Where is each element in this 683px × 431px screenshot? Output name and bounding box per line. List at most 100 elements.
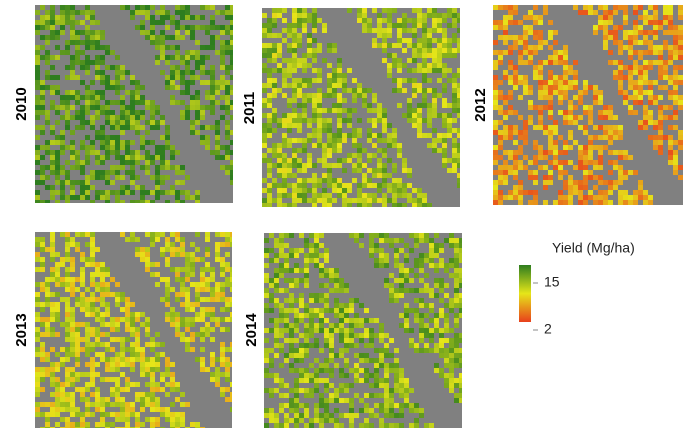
map-cell (643, 200, 648, 205)
map-cell (267, 203, 272, 207)
map-cell (180, 10, 185, 15)
map-cell (374, 233, 379, 238)
map-cell (225, 277, 230, 282)
map-cell (195, 100, 200, 105)
map-cell (633, 170, 638, 175)
map-cell (80, 302, 85, 307)
map-cell (432, 53, 437, 58)
map-cell (175, 232, 180, 237)
map-cell (302, 188, 307, 193)
map-cell (452, 78, 457, 83)
map-cell (294, 408, 299, 413)
map-cell (105, 307, 110, 312)
map-cell (452, 33, 457, 38)
map-cell (45, 175, 50, 180)
map-cell (205, 287, 210, 292)
map-cell (369, 408, 374, 413)
map-cell (292, 163, 297, 168)
map-cell (155, 125, 160, 130)
map-cell (419, 238, 424, 243)
map-cell (437, 68, 442, 73)
map-cell (205, 95, 210, 100)
map-cell (329, 268, 334, 273)
map-cell (65, 352, 70, 357)
map-cell (392, 88, 397, 93)
map-cell (35, 50, 40, 55)
map-cell (190, 125, 195, 130)
map-cell (125, 407, 130, 412)
map-cell (324, 273, 329, 278)
map-cell (60, 417, 65, 422)
map-cell (180, 115, 185, 120)
map-cell (369, 358, 374, 363)
map-cell (302, 23, 307, 28)
map-cell (359, 368, 364, 373)
map-cell (35, 242, 40, 247)
map-cell (407, 58, 412, 63)
map-cell (35, 302, 40, 307)
map-cell (673, 25, 678, 30)
map-cell (45, 145, 50, 150)
map-cell (342, 188, 347, 193)
map-cell (668, 95, 673, 100)
map-cell (60, 322, 65, 327)
map-cell (633, 110, 638, 115)
map-cell (324, 303, 329, 308)
map-cell (324, 338, 329, 343)
map-cell (50, 232, 55, 237)
map-cell (60, 30, 65, 35)
map-cell (264, 308, 269, 313)
map-cell (45, 332, 50, 337)
map-cell (359, 303, 364, 308)
map-cell (180, 332, 185, 337)
map-cell (394, 293, 399, 298)
map-cell (35, 60, 40, 65)
map-cell (185, 257, 190, 262)
map-cell (523, 190, 528, 195)
map-cell (279, 403, 284, 408)
map-cell (110, 377, 115, 382)
map-cell (225, 262, 230, 267)
map-cell (359, 408, 364, 413)
map-cell (70, 145, 75, 150)
map-cell (115, 322, 120, 327)
map-cell (150, 200, 155, 203)
map-cell (457, 13, 460, 18)
map-cell (190, 25, 195, 30)
map-cell (432, 148, 437, 153)
map-cell (384, 258, 389, 263)
map-cell (457, 148, 460, 153)
map-cell (225, 120, 230, 125)
map-cell (568, 180, 573, 185)
map-cell (284, 253, 289, 258)
map-cell (598, 180, 603, 185)
map-cell (498, 180, 503, 185)
map-cell (459, 283, 462, 288)
map-cell (230, 50, 233, 55)
map-cell (70, 257, 75, 262)
map-cell (160, 175, 165, 180)
map-cell (568, 130, 573, 135)
map-cell (307, 38, 312, 43)
map-cell (457, 18, 460, 23)
map-cell (337, 138, 342, 143)
map-cell (367, 153, 372, 158)
map-cell (653, 35, 658, 40)
map-cell (165, 55, 170, 60)
map-cell (327, 148, 332, 153)
map-cell (150, 367, 155, 372)
map-cell (394, 368, 399, 373)
map-cell (135, 125, 140, 130)
map-cell (75, 372, 80, 377)
map-cell (110, 165, 115, 170)
map-cell (115, 282, 120, 287)
map-cell (220, 372, 225, 377)
map-cell (115, 357, 120, 362)
map-cell (155, 150, 160, 155)
map-cell (603, 200, 608, 205)
map-cell (110, 347, 115, 352)
map-cell (493, 90, 498, 95)
map-cell (65, 242, 70, 247)
map-cell (145, 100, 150, 105)
map-cell (287, 63, 292, 68)
